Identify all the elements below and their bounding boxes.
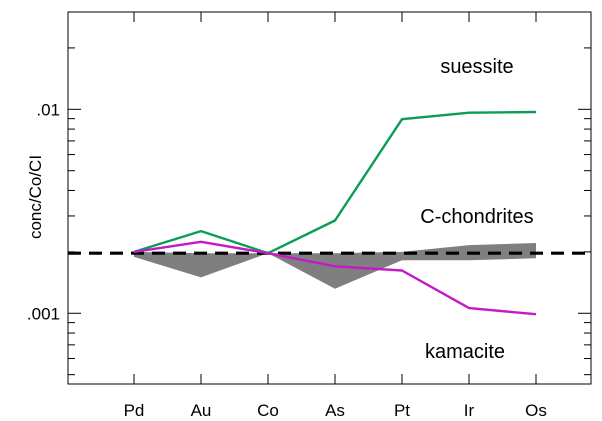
x-tick-labels: Pd Au Co As Pt Ir Os bbox=[124, 401, 547, 420]
y-tick-label: .001 bbox=[27, 304, 60, 323]
major-ticks bbox=[68, 12, 591, 384]
annotation-c-chondrites: C-chondrites bbox=[420, 206, 533, 228]
series-layer bbox=[133, 110, 537, 316]
y-tick-label: .01 bbox=[36, 100, 60, 119]
y-axis-label: conc/Co/CI bbox=[26, 155, 45, 239]
x-tick-label: Pt bbox=[394, 401, 410, 420]
x-tick-label: Os bbox=[525, 401, 547, 420]
x-tick-label: As bbox=[325, 401, 345, 420]
x-tick-label: Ir bbox=[464, 401, 475, 420]
annotation-kamacite: kamacite bbox=[425, 341, 505, 363]
x-tick-label: Co bbox=[257, 401, 279, 420]
plot-frame bbox=[67, 11, 592, 385]
series-line-suessite bbox=[133, 110, 537, 255]
x-tick-label: Au bbox=[191, 401, 212, 420]
x-tick-label: Pd bbox=[124, 401, 145, 420]
annotation-layer: suessite C-chondrites kamacite bbox=[420, 56, 533, 363]
minor-ticks bbox=[68, 11, 591, 376]
annotation-suessite: suessite bbox=[440, 56, 513, 78]
series-line-kamacite bbox=[133, 240, 537, 316]
y-tick-labels: .01 .001 bbox=[27, 100, 60, 323]
